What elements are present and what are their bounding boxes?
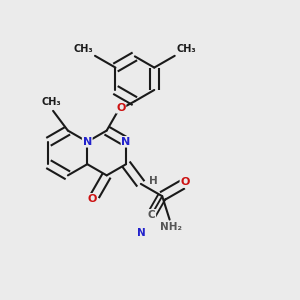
Text: N: N [122,137,131,147]
Text: CH₃: CH₃ [74,44,94,54]
Text: O: O [180,177,190,187]
Text: N: N [136,228,145,238]
Text: C: C [148,210,155,220]
Text: N: N [83,137,92,147]
Text: O: O [116,103,125,113]
Text: O: O [88,194,97,204]
Text: NH₂: NH₂ [160,222,182,232]
Text: H: H [149,176,158,186]
Text: CH₃: CH₃ [42,97,62,107]
Text: CH₃: CH₃ [176,44,196,54]
